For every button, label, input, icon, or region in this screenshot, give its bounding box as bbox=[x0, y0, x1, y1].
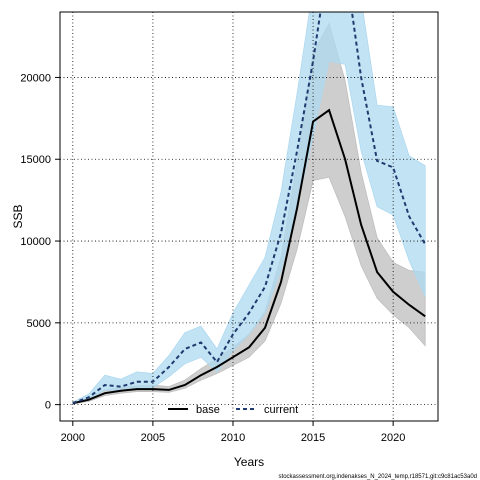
y-tick-label-5000: 5000 bbox=[27, 318, 51, 330]
x-tick-label-2005: 2005 bbox=[141, 432, 165, 444]
legend-label-base: base bbox=[196, 404, 220, 416]
confidence-bands bbox=[72, 12, 426, 405]
y-tick-label-10000: 10000 bbox=[20, 236, 51, 248]
y-tick-label-0: 0 bbox=[45, 400, 51, 412]
y-axis-title: SSB bbox=[11, 204, 25, 228]
line-base bbox=[72, 108, 426, 405]
band-current bbox=[72, 12, 426, 405]
plot-frame bbox=[59, 11, 439, 422]
legend-label-current: current bbox=[264, 404, 298, 416]
x-tick-label-2015: 2015 bbox=[301, 432, 325, 444]
grid-lines bbox=[60, 12, 438, 421]
x-tick-label-2020: 2020 bbox=[381, 432, 405, 444]
y-axis: 0 5000 10000 15000 20000 bbox=[20, 72, 60, 412]
y-tick-label-15000: 15000 bbox=[20, 154, 51, 166]
series-lines bbox=[72, 12, 427, 405]
line-current bbox=[72, 12, 427, 404]
x-axis-title: Years bbox=[234, 455, 264, 469]
x-tick-label-2000: 2000 bbox=[61, 432, 85, 444]
x-tick-label-2010: 2010 bbox=[221, 432, 245, 444]
band-base bbox=[72, 22, 426, 405]
x-axis: 2000 2005 2010 2015 2020 bbox=[61, 421, 405, 444]
legend: base current bbox=[168, 404, 298, 416]
caption: stockassessment.org,indenakses_N_2024_te… bbox=[279, 474, 477, 480]
y-tick-label-20000: 20000 bbox=[20, 72, 51, 84]
